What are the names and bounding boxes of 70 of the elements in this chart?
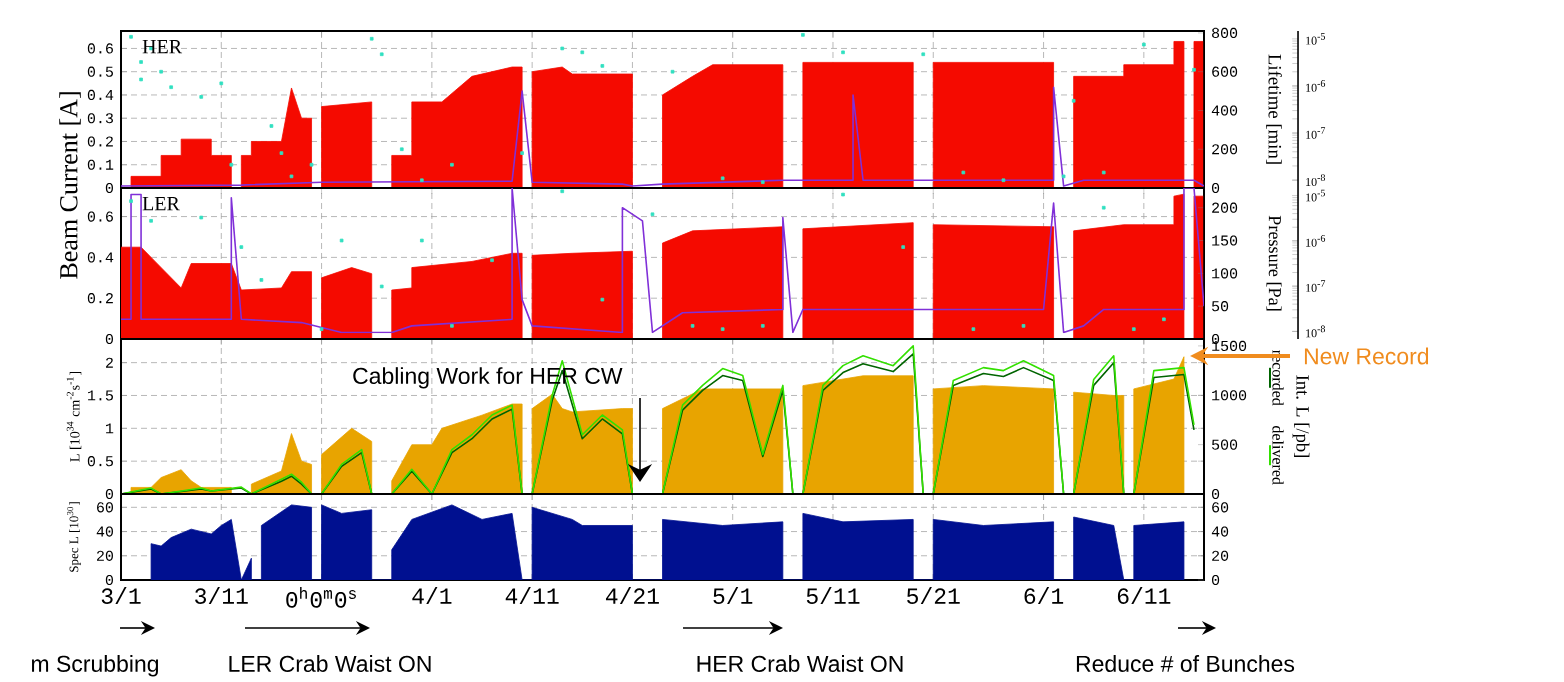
y2-tick-label: 50 bbox=[1212, 301, 1229, 312]
y2-tick-label: 20 bbox=[1212, 550, 1229, 561]
text: Reduce # of Bunches bbox=[1076, 655, 1295, 672]
annotation: HER bbox=[142, 40, 183, 54]
y2-axis-title: Pressure [Pa] bbox=[1266, 215, 1282, 311]
y3-tick-label: 10$^{-6}$ bbox=[1306, 80, 1326, 92]
x-tick-label: 5/21 bbox=[907, 587, 960, 604]
y-tick-label: 0.2 bbox=[87, 293, 113, 304]
y3-tick-label: 10$^{-6}$ bbox=[1306, 234, 1326, 247]
y-tick-label: 0.1 bbox=[87, 159, 114, 170]
y2-axis-title: Int. L [/pb] bbox=[1292, 375, 1310, 457]
y3-tick-label: 10$^{-5}$ bbox=[1306, 189, 1326, 202]
x-tick-label: 4/11 bbox=[505, 587, 559, 604]
y-axis-title: Beam Current [A] bbox=[59, 92, 81, 279]
text: HER Crab Waist ON bbox=[697, 655, 903, 672]
x-tick-label: 6/11 bbox=[1117, 587, 1171, 604]
text: New Record bbox=[1304, 347, 1429, 365]
y-tick-label: 40 bbox=[96, 526, 113, 537]
y-tick-label: 20 bbox=[97, 550, 113, 561]
y2-tick-label: 150 bbox=[1212, 235, 1238, 246]
y2-tick-label: 400 bbox=[1211, 105, 1238, 116]
y2-tick-label: 0 bbox=[1211, 488, 1220, 500]
y-tick-label: 0.6 bbox=[87, 43, 113, 54]
x-tick-label: 5/1 bbox=[713, 587, 753, 604]
y2-tick-label: 600 bbox=[1212, 66, 1238, 77]
y2-tick-label: 60 bbox=[1212, 502, 1229, 513]
x-tick-label: 3/1 bbox=[101, 587, 141, 604]
y-tick-label: 1 bbox=[106, 423, 114, 434]
x-tick-label: 4/21 bbox=[605, 587, 659, 604]
x-tick-label: 5/11 bbox=[806, 587, 860, 604]
y3-tick-label: 10$^{-7}$ bbox=[1306, 127, 1326, 139]
y2-tick-label: 0 bbox=[1211, 182, 1220, 194]
y3-tick-label: 10$^{-8}$ bbox=[1306, 174, 1326, 187]
y-axis-title: Spec L [10$^{30}$] bbox=[67, 502, 81, 572]
y-tick-label: 0 bbox=[105, 333, 113, 345]
x-tick-label: 3/11 bbox=[195, 587, 248, 604]
y-tick-label: 1.5 bbox=[88, 390, 113, 401]
x-tick-label: 6/1 bbox=[1024, 587, 1064, 604]
y-tick-label: 60 bbox=[97, 502, 113, 513]
y-tick-label: 2 bbox=[106, 357, 113, 368]
x-tick-label: 4/1 bbox=[412, 587, 452, 604]
text: m Scrubbing bbox=[31, 655, 159, 677]
text: LER Crab Waist ON bbox=[229, 655, 431, 672]
x-tick-label: 0$^{h}$0$^{m}$0$^{s}$ bbox=[286, 587, 356, 608]
y-tick-label: 0.6 bbox=[87, 211, 113, 222]
legend-label: delivered bbox=[1272, 426, 1284, 485]
y3-tick-label: 10$^{-5}$ bbox=[1306, 33, 1326, 45]
line-series bbox=[121, 86, 1205, 187]
y2-tick-label: 200 bbox=[1212, 202, 1238, 213]
y-tick-label: 0 bbox=[105, 488, 113, 500]
y3-tick-label: 10$^{-7}$ bbox=[1306, 280, 1326, 292]
y2-axis-title: Lifetime [min] bbox=[1266, 54, 1282, 164]
y-tick-label: 0.4 bbox=[87, 252, 114, 263]
y2-tick-label: 200 bbox=[1212, 144, 1238, 155]
y2-tick-label: 1000 bbox=[1212, 390, 1247, 401]
y-tick-label: 0.2 bbox=[87, 136, 113, 147]
y3-tick-label: 10$^{-8}$ bbox=[1306, 325, 1326, 338]
y2-tick-label: 500 bbox=[1212, 439, 1238, 450]
y-axis-title: L [10$^{34}$ cm$^{-2}$s$^{-1}$] bbox=[66, 372, 82, 462]
y-tick-label: 0.5 bbox=[87, 456, 113, 467]
y-tick-label: 0.5 bbox=[87, 66, 113, 77]
y-tick-label: 0.3 bbox=[87, 113, 113, 124]
y-tick-label: 0.4 bbox=[87, 89, 114, 101]
y2-tick-label: 800 bbox=[1212, 27, 1238, 39]
y2-tick-label: 0 bbox=[1212, 574, 1220, 586]
y-tick-label: 0 bbox=[105, 574, 113, 586]
annotation: LER bbox=[142, 197, 180, 211]
y-tick-label: 0 bbox=[105, 182, 113, 194]
y2-tick-label: 40 bbox=[1211, 526, 1229, 537]
y2-tick-label: 100 bbox=[1212, 268, 1238, 279]
